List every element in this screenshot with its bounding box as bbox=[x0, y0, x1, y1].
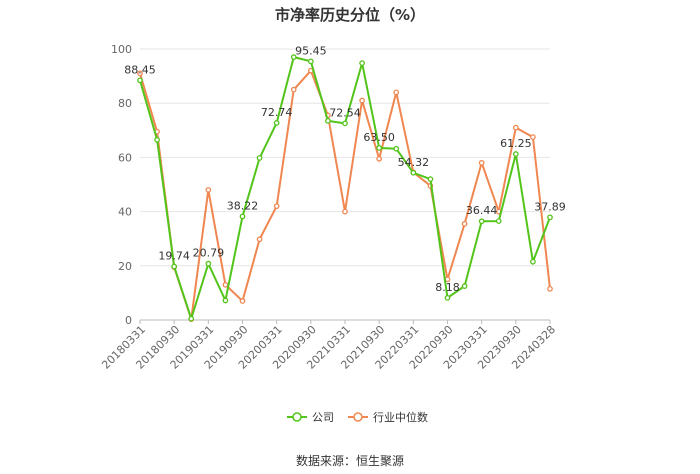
y-tick-label: 0 bbox=[125, 314, 132, 327]
data-label: 88.45 bbox=[124, 63, 156, 76]
series-point-1 bbox=[342, 208, 348, 215]
series-point-0 bbox=[239, 213, 246, 220]
series-point-1 bbox=[239, 298, 246, 304]
series-point-0 bbox=[410, 169, 417, 176]
data-label: 19.74 bbox=[158, 250, 190, 263]
series-line-0 bbox=[139, 55, 551, 322]
series bbox=[137, 54, 553, 323]
series-point-0 bbox=[325, 117, 331, 124]
series-point-0 bbox=[256, 155, 263, 161]
series-point-0 bbox=[359, 60, 365, 66]
series-point-0 bbox=[478, 218, 485, 225]
y-tick-label: 60 bbox=[118, 151, 132, 164]
series-point-0 bbox=[495, 218, 502, 224]
series-point-0 bbox=[461, 283, 468, 289]
y-tick-label: 20 bbox=[118, 260, 132, 273]
data-label: 54.32 bbox=[398, 156, 430, 169]
data-label: 63.50 bbox=[363, 131, 395, 144]
data-label: 95.45 bbox=[295, 44, 327, 57]
series-point-1 bbox=[273, 203, 280, 210]
series-point-1 bbox=[512, 124, 519, 131]
series-point-0 bbox=[342, 120, 348, 127]
series-point-1 bbox=[256, 236, 263, 243]
series-point-0 bbox=[444, 294, 451, 301]
data-label: 72.54 bbox=[329, 106, 361, 119]
series-point-1 bbox=[290, 86, 297, 93]
series-point-0 bbox=[547, 214, 553, 221]
series-point-0 bbox=[307, 58, 314, 65]
legend-swatch-marker bbox=[353, 412, 363, 422]
y-tick-label: 40 bbox=[118, 206, 132, 219]
series-point-0 bbox=[530, 258, 536, 265]
series-point-0 bbox=[290, 54, 297, 60]
series-point-0 bbox=[376, 145, 383, 151]
data-label: 61.25 bbox=[500, 137, 532, 150]
data-label: 20.79 bbox=[193, 247, 225, 260]
y-tick-label: 100 bbox=[111, 43, 132, 56]
series-point-1 bbox=[205, 187, 212, 193]
legend[interactable]: 公司 行业中位数 bbox=[287, 410, 428, 424]
series-point-0 bbox=[205, 260, 212, 267]
series-point-0 bbox=[512, 151, 519, 157]
legend-label: 公司 bbox=[312, 411, 334, 424]
series-point-1 bbox=[376, 155, 383, 162]
chart-title: 市净率历史分位（%） bbox=[274, 6, 426, 24]
series-point-1 bbox=[137, 70, 143, 77]
data-labels: 88.45 19.74 20.79 38.22 72.74 95.45 72.5463.50… bbox=[124, 44, 566, 294]
series-point-0 bbox=[188, 315, 195, 322]
series-point-1 bbox=[530, 134, 536, 140]
series-point-1 bbox=[478, 159, 485, 166]
series-point-1 bbox=[547, 285, 553, 292]
legend-swatch-marker bbox=[292, 412, 302, 422]
series-point-1 bbox=[222, 281, 229, 288]
series-point-0 bbox=[171, 263, 178, 270]
data-label: 38.22 bbox=[227, 199, 259, 212]
series-point-0 bbox=[393, 145, 400, 152]
series-point-0 bbox=[273, 120, 280, 126]
data-label: 36.44 bbox=[466, 204, 498, 217]
series-point-0 bbox=[137, 77, 143, 84]
series-point-0 bbox=[222, 297, 229, 304]
series-point-1 bbox=[461, 220, 468, 227]
series-point-1 bbox=[393, 89, 400, 96]
data-label: 8.18 bbox=[435, 281, 460, 294]
series-point-1 bbox=[359, 97, 365, 104]
series-point-0 bbox=[154, 136, 160, 143]
data-label: 37.89 bbox=[534, 200, 566, 213]
data-label: 72.74 bbox=[261, 106, 293, 119]
y-tick-label: 80 bbox=[118, 97, 132, 110]
series-point-0 bbox=[427, 176, 434, 182]
legend-label: 行业中位数 bbox=[373, 410, 428, 424]
data-source: 数据来源：恒生聚源 bbox=[295, 454, 404, 468]
